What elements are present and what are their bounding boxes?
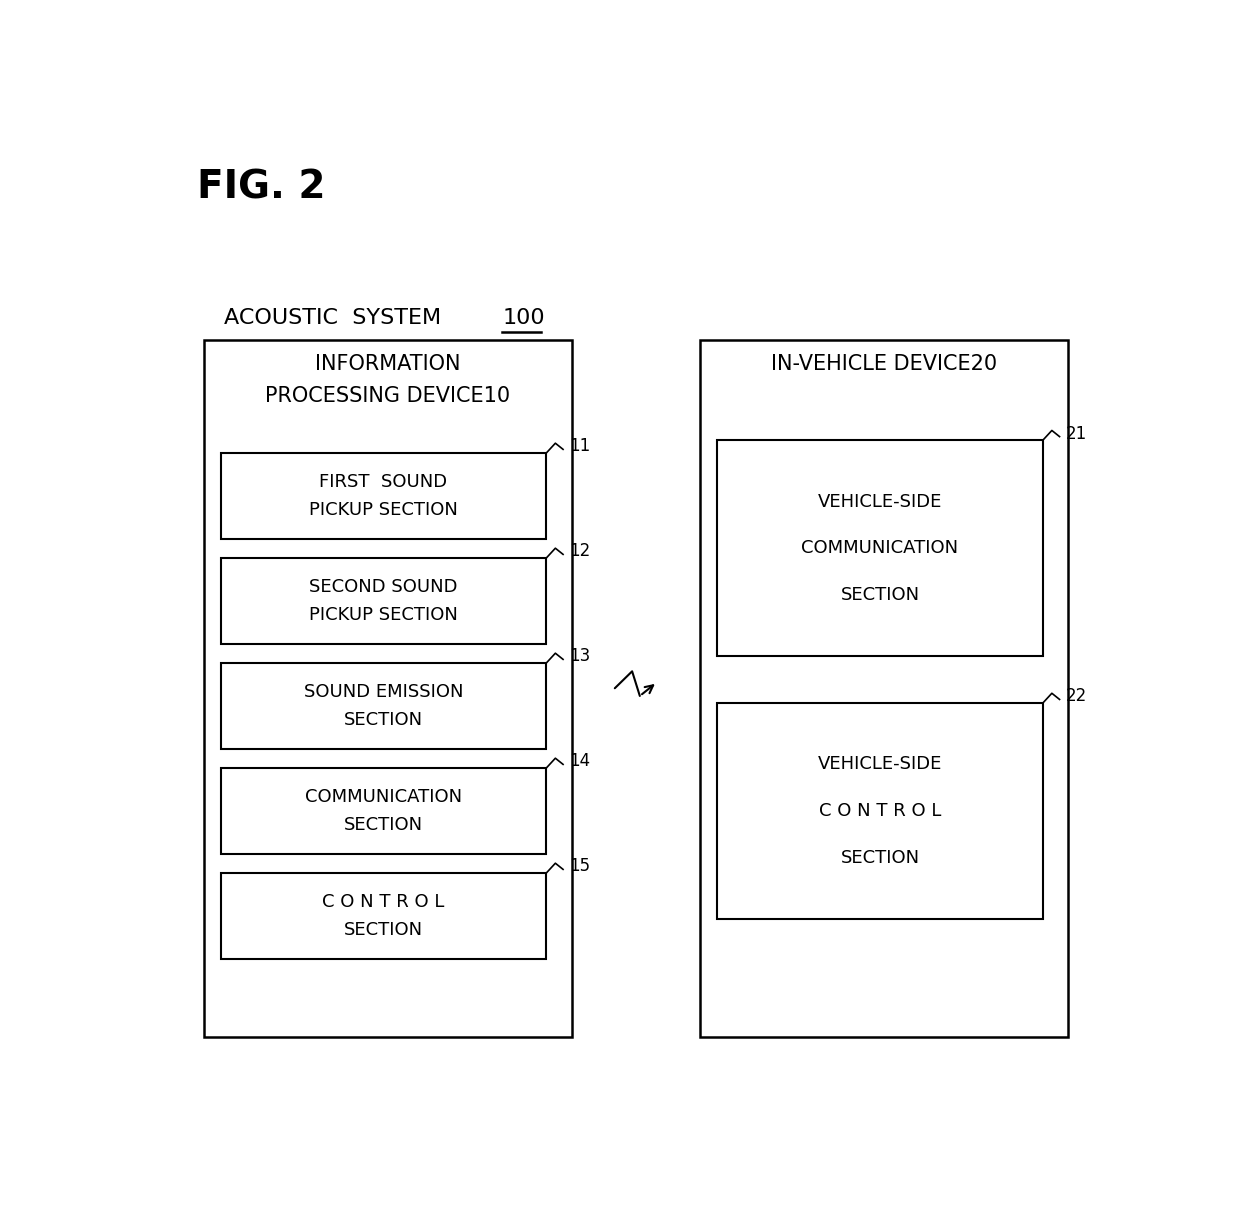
Bar [221,663,546,750]
Bar [718,440,1043,656]
Text: VEHICLE-SIDE: VEHICLE-SIDE [818,493,942,510]
Bar [203,340,572,1037]
Bar [701,340,1068,1037]
Text: SECTION: SECTION [841,849,920,867]
Text: SECTION: SECTION [343,921,423,939]
Bar [221,768,546,855]
Bar [221,873,546,959]
Text: 15: 15 [569,857,590,876]
Text: SECOND SOUND: SECOND SOUND [309,578,458,597]
Text: FIRST  SOUND: FIRST SOUND [320,473,448,492]
Text: SECTION: SECTION [343,816,423,834]
Text: SOUND EMISSION: SOUND EMISSION [304,684,464,701]
Text: COMMUNICATION: COMMUNICATION [305,789,463,806]
Text: 21: 21 [1065,424,1087,443]
Text: FIG. 2: FIG. 2 [197,169,325,207]
Text: VEHICLE-SIDE: VEHICLE-SIDE [818,756,942,773]
Text: COMMUNICATION: COMMUNICATION [801,539,959,558]
Text: 13: 13 [569,647,590,665]
Text: 11: 11 [569,438,590,455]
Text: 14: 14 [569,752,590,770]
Bar [221,558,546,645]
Text: SECTION: SECTION [841,586,920,604]
Text: SECTION: SECTION [343,712,423,729]
Text: 100: 100 [502,308,544,329]
Text: IN-VEHICLE DEVICE20: IN-VEHICLE DEVICE20 [771,353,997,374]
Text: ACOUSTIC  SYSTEM: ACOUSTIC SYSTEM [223,308,440,329]
Text: 12: 12 [569,542,590,560]
Text: C O N T R O L: C O N T R O L [818,802,941,821]
Text: 22: 22 [1065,687,1087,706]
Text: INFORMATION: INFORMATION [315,353,460,374]
Text: PICKUP SECTION: PICKUP SECTION [309,607,458,624]
Text: C O N T R O L: C O N T R O L [322,893,445,911]
Bar [718,703,1043,918]
Text: PROCESSING DEVICE10: PROCESSING DEVICE10 [265,386,511,406]
Text: PICKUP SECTION: PICKUP SECTION [309,501,458,520]
Bar [221,454,546,539]
